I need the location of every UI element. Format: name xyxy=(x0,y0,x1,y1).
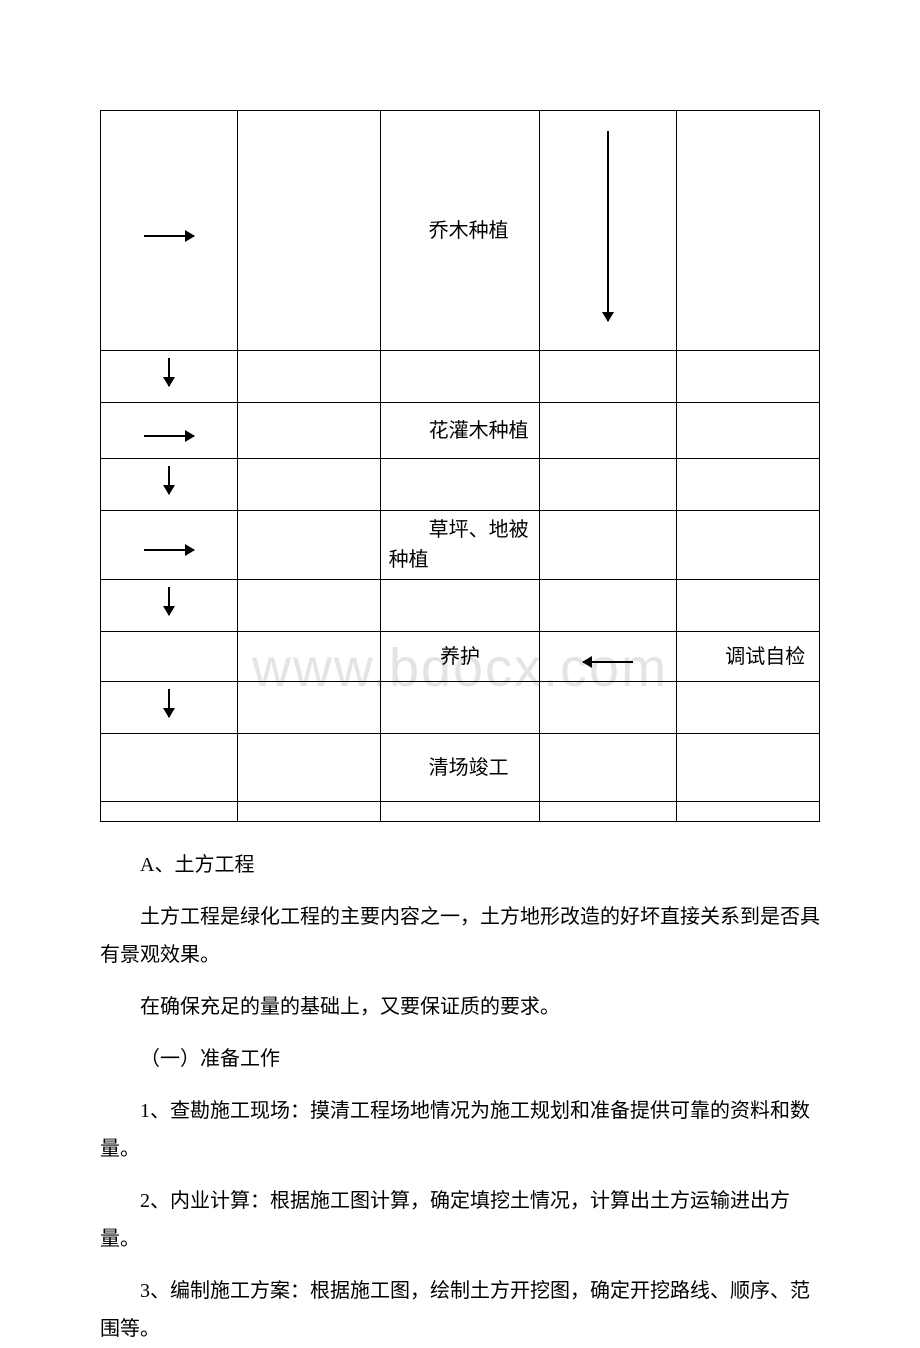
arrow-cell xyxy=(101,580,238,632)
arrow-right-icon xyxy=(144,235,194,237)
empty-cell xyxy=(380,580,540,632)
step-label: 草坪、地被种植 xyxy=(389,515,532,575)
list-item: 3、编制施工方案：根据施工图，绘制土方开挖图，确定开挖路线、顺序、范围等。 xyxy=(60,1272,820,1348)
arrow-left-icon xyxy=(583,661,633,663)
table-row xyxy=(101,802,820,822)
empty-cell xyxy=(237,351,380,403)
step-cell: 花灌木种植 xyxy=(380,403,540,459)
empty-cell xyxy=(380,682,540,734)
empty-cell xyxy=(677,802,820,822)
arrow-cell xyxy=(101,459,238,511)
empty-cell xyxy=(540,403,677,459)
empty-cell xyxy=(380,802,540,822)
empty-cell xyxy=(677,511,820,580)
step-label: 花灌木种植 xyxy=(389,416,532,446)
paragraph: 土方工程是绿化工程的主要内容之一，土方地形改造的好坏直接关系到是否具有景观效果。 xyxy=(100,898,820,974)
arrow-cell xyxy=(540,111,677,351)
empty-cell xyxy=(101,734,238,802)
step-label: 养护 xyxy=(440,646,480,668)
flowchart-table: 乔木种植 花灌木种植 草坪、地被种植 xyxy=(100,110,820,822)
arrow-cell xyxy=(540,632,677,682)
empty-cell xyxy=(677,734,820,802)
list-item: 2、内业计算：根据施工图计算，确定填挖土情况，计算出土方运输进出方量。 xyxy=(100,1182,820,1258)
empty-cell xyxy=(540,802,677,822)
empty-cell xyxy=(540,580,677,632)
table-row xyxy=(101,580,820,632)
document-body: A、土方工程 土方工程是绿化工程的主要内容之一，土方地形改造的好坏直接关系到是否… xyxy=(100,846,820,1348)
arrow-right-icon xyxy=(144,435,194,437)
arrow-down-icon xyxy=(168,466,170,494)
arrow-cell xyxy=(101,111,238,351)
step-cell: 清场竣工 xyxy=(380,734,540,802)
empty-cell xyxy=(540,351,677,403)
empty-cell xyxy=(237,511,380,580)
empty-cell xyxy=(677,459,820,511)
empty-cell xyxy=(677,682,820,734)
empty-cell xyxy=(540,459,677,511)
paragraph: 在确保充足的量的基础上，又要保证质的要求。 xyxy=(100,988,820,1026)
arrow-down-icon xyxy=(168,358,170,386)
subsection-heading: （一）准备工作 xyxy=(100,1040,820,1078)
arrow-right-icon xyxy=(144,549,194,551)
arrow-down-icon xyxy=(168,587,170,615)
empty-cell xyxy=(540,734,677,802)
arrow-cell xyxy=(101,511,238,580)
arrow-cell xyxy=(101,403,238,459)
table-row: 花灌木种植 xyxy=(101,403,820,459)
empty-cell xyxy=(677,580,820,632)
empty-cell xyxy=(677,403,820,459)
section-heading: A、土方工程 xyxy=(100,846,820,884)
arrow-cell xyxy=(101,682,238,734)
empty-cell xyxy=(380,351,540,403)
table-row xyxy=(101,351,820,403)
table-row: 乔木种植 xyxy=(101,111,820,351)
empty-cell xyxy=(101,802,238,822)
empty-cell xyxy=(101,632,238,682)
step-label: 乔木种植 xyxy=(389,216,532,246)
empty-cell xyxy=(237,459,380,511)
step-cell: 草坪、地被种植 xyxy=(380,511,540,580)
step-label: 调试自检 xyxy=(685,642,811,672)
empty-cell xyxy=(237,403,380,459)
empty-cell xyxy=(540,682,677,734)
empty-cell xyxy=(237,734,380,802)
empty-cell xyxy=(237,682,380,734)
arrow-down-icon xyxy=(168,689,170,717)
table-row: 养护 调试自检 xyxy=(101,632,820,682)
empty-cell xyxy=(237,632,380,682)
table-row: 草坪、地被种植 xyxy=(101,511,820,580)
empty-cell xyxy=(540,511,677,580)
arrow-down-icon xyxy=(607,131,609,321)
step-cell: 调试自检 xyxy=(677,632,820,682)
step-cell: 乔木种植 xyxy=(380,111,540,351)
empty-cell xyxy=(237,802,380,822)
step-cell: 养护 xyxy=(380,632,540,682)
table-row xyxy=(101,459,820,511)
empty-cell xyxy=(237,111,380,351)
arrow-cell xyxy=(101,351,238,403)
empty-cell xyxy=(677,111,820,351)
table-row xyxy=(101,682,820,734)
empty-cell xyxy=(237,580,380,632)
empty-cell xyxy=(677,351,820,403)
empty-cell xyxy=(380,459,540,511)
page-content: 乔木种植 花灌木种植 草坪、地被种植 xyxy=(100,110,820,1348)
table-row: 清场竣工 xyxy=(101,734,820,802)
step-label: 清场竣工 xyxy=(389,753,532,783)
list-item: 1、查勘施工现场：摸清工程场地情况为施工规划和准备提供可靠的资料和数量。 xyxy=(100,1092,820,1168)
